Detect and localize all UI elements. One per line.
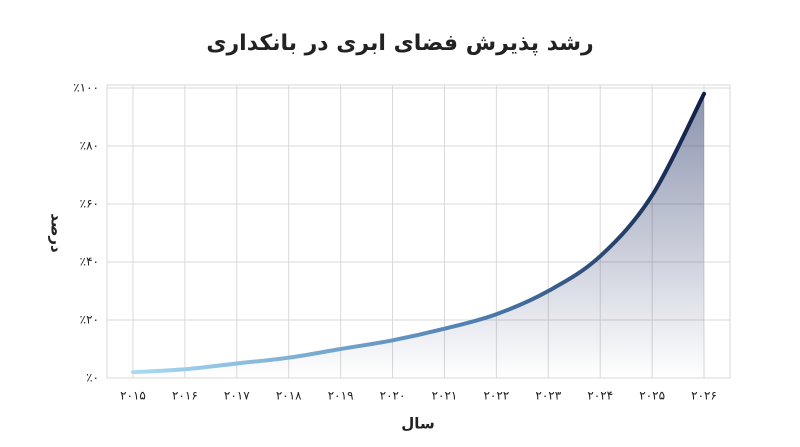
y-tick-label: ٪۸۰ bbox=[80, 139, 99, 153]
x-tick-label: ۲۰۱۵ bbox=[120, 389, 146, 403]
x-axis-label: سال bbox=[401, 415, 434, 433]
area bbox=[132, 93, 705, 379]
x-tick-label: ۲۰۲۳ bbox=[535, 389, 561, 403]
x-tick-label: ۲۰۱۶ bbox=[172, 389, 198, 403]
x-tick-label: ۲۰۲۴ bbox=[587, 389, 613, 403]
y-tick-label: ٪۰ bbox=[86, 371, 99, 385]
y-tick-label: ٪۱۰۰ bbox=[73, 81, 99, 95]
y-tick-label: ٪۲۰ bbox=[80, 313, 99, 327]
x-tick-label: ۲۰۲۶ bbox=[691, 389, 717, 403]
y-tick-label: ٪۴۰ bbox=[80, 255, 99, 269]
x-tick-label: ۲۰۲۵ bbox=[639, 389, 665, 403]
y-tick-label: ٪۶۰ bbox=[80, 197, 99, 211]
y-axis-label: درصد bbox=[48, 213, 66, 253]
line bbox=[130, 91, 707, 375]
x-tick-label: ۲۰۲۱ bbox=[432, 389, 458, 403]
chart-title: رشد پذیرش فضای ابری در بانکداری bbox=[206, 31, 593, 56]
x-tick-label: ۲۰۱۹ bbox=[328, 389, 354, 403]
x-tick-label: ۲۰۱۸ bbox=[276, 389, 302, 403]
x-tick-label: ۲۰۲۰ bbox=[380, 389, 406, 403]
x-tick-label: ۲۰۲۲ bbox=[483, 389, 509, 403]
x-tick-label: ۲۰۱۷ bbox=[224, 389, 250, 403]
